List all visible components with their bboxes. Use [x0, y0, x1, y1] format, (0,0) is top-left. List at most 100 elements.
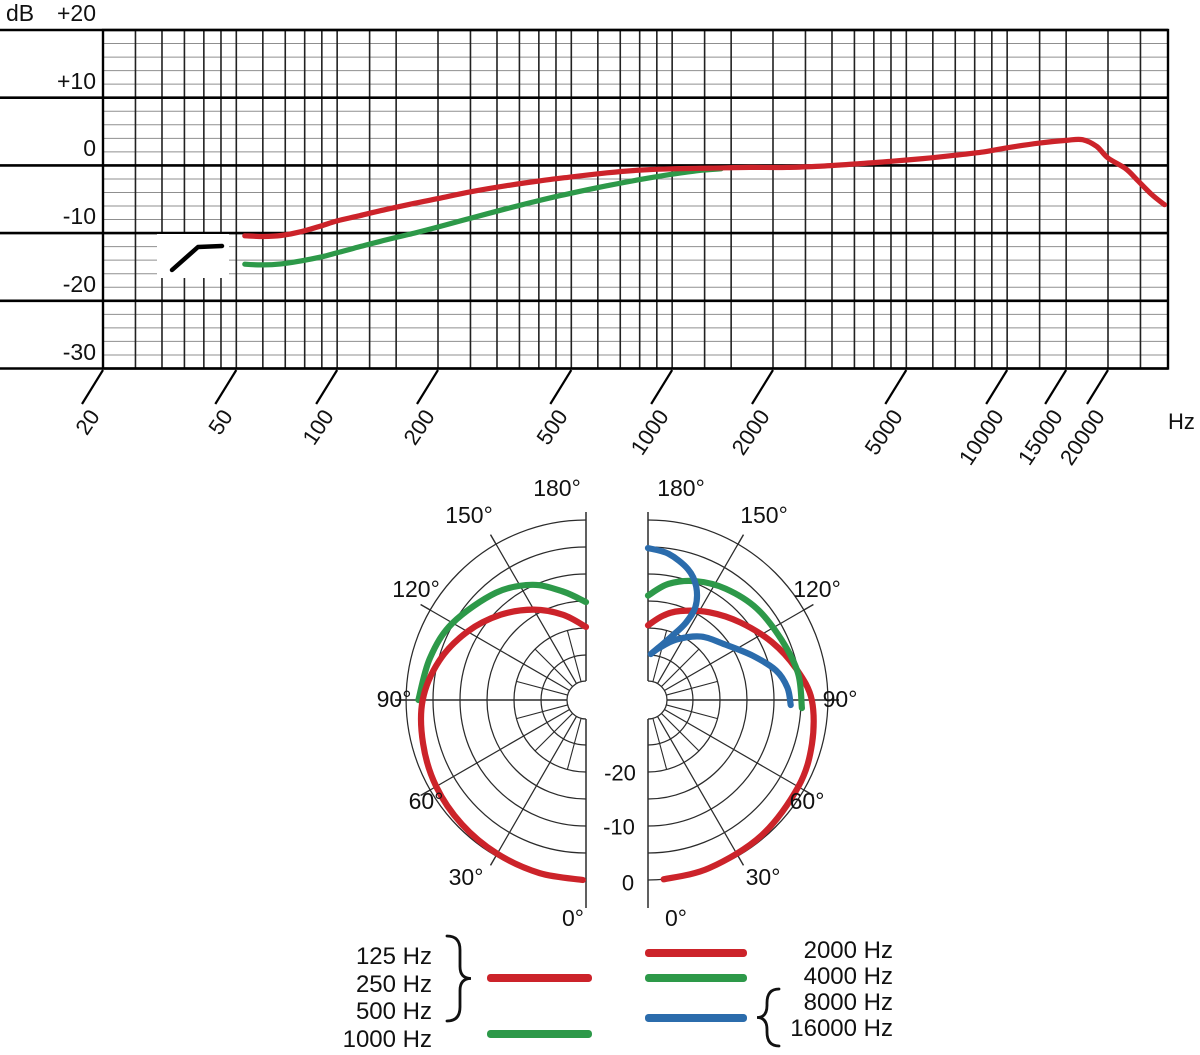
polar-radial	[495, 543, 578, 684]
polar-angle-tick	[737, 855, 745, 866]
legend-swatch-2000hz	[645, 949, 747, 957]
polar-radial	[495, 716, 578, 857]
polar-1000Hz-curve	[415, 581, 590, 704]
fr-plot-border	[101, 28, 1170, 370]
polar-angle-label-left: 180°	[533, 475, 581, 502]
fr-x-tick	[81, 369, 104, 405]
polar-radial-minor	[661, 648, 700, 687]
polar-angle-label-right: 30°	[745, 864, 781, 891]
fr-x-tick	[1086, 369, 1109, 405]
bass-cut-filter-icon	[157, 234, 229, 278]
polar-ring	[566, 680, 587, 720]
polar-radial-minor	[652, 718, 668, 770]
frequency-response-bass-cut-curve	[242, 166, 724, 268]
fr-x-tick	[416, 369, 439, 405]
polar-angle-tick	[420, 789, 431, 797]
fr-grid	[0, 28, 1170, 405]
legend-label-250hz: 250 Hz	[355, 971, 432, 998]
polar-4000Hz-curve	[644, 577, 805, 712]
polar-radial-minor	[666, 680, 718, 696]
polar-radial	[664, 708, 805, 791]
polar-radial-minor	[566, 718, 582, 770]
legend-swatch-4000hz	[645, 974, 747, 982]
polar-radial-minor	[566, 630, 582, 682]
y-tick-label: +10	[56, 68, 96, 94]
polar-angle-tick	[420, 603, 431, 611]
polar-angle-label-right: 180°	[657, 475, 705, 502]
legend-label-125hz: 125 Hz	[355, 943, 432, 970]
polar-angle-label-left: 120°	[392, 576, 440, 603]
polar-angle-label-left: 150°	[445, 502, 493, 529]
polar-radial-minor	[516, 680, 568, 696]
fr-x-tick	[985, 369, 1009, 405]
y-tick-label: +20	[56, 0, 96, 26]
y-axis-unit-label: dB	[6, 0, 35, 26]
polar-db-label: 0	[621, 870, 635, 896]
legend-label-1000hz: 1000 Hz	[342, 1026, 432, 1053]
legend-swatch-1000hz	[487, 1030, 592, 1038]
polar-db-label: -10	[603, 814, 635, 840]
legend-label-4000hz: 4000 Hz	[803, 963, 893, 990]
polar-curves-right	[644, 545, 817, 883]
y-tick-label: -20	[62, 271, 96, 297]
polar-angle-label-right: 0°	[665, 905, 687, 932]
polar-ring	[647, 680, 668, 720]
y-tick-label: -30	[62, 339, 96, 365]
polar-angle-tick	[489, 855, 497, 866]
fr-x-tick	[1044, 369, 1068, 405]
polar-angle-label-right: 90°	[822, 686, 858, 713]
polar-radial-minor	[516, 704, 568, 720]
bass-cut-icon-slope	[169, 243, 225, 273]
polar-angle-tick	[489, 534, 497, 545]
x-tick-label: 100	[297, 404, 339, 450]
legend-graphics	[445, 934, 781, 1048]
legend-label-2000hz: 2000 Hz	[803, 937, 893, 964]
x-axis-unit-label: Hz	[1168, 409, 1195, 434]
polar-db-label: -20	[604, 760, 636, 786]
legend-swatch-125-500hz	[487, 974, 592, 982]
fr-curves	[242, 136, 1168, 268]
legend-brace-low-group	[445, 934, 472, 1023]
polar-125-250-500Hz-curve	[417, 606, 590, 884]
fr-x-tick	[549, 369, 573, 405]
polar-angle-label-right: 150°	[740, 502, 788, 529]
polar-8000-16000Hz-curve	[644, 545, 794, 709]
polar-angle-label-right: 120°	[793, 576, 841, 603]
fr-x-tick	[214, 369, 238, 405]
polar-angle-label-left: 30°	[448, 864, 484, 891]
polar-radial	[656, 716, 739, 857]
x-tick-label: 50	[203, 404, 238, 440]
legend-swatch-8000-16000hz	[645, 1014, 747, 1022]
fr-x-tick	[884, 369, 908, 405]
fr-x-tick	[650, 369, 674, 405]
polar-angle-label-left: 60°	[408, 788, 444, 815]
y-tick-label: 0	[83, 135, 96, 161]
polar-radial-minor	[661, 713, 700, 752]
legend-brace-very-high-group	[756, 987, 781, 1048]
polar-angle-tick	[803, 603, 814, 611]
legend-label-16000hz: 16000 Hz	[790, 1015, 893, 1042]
fr-x-tick	[751, 369, 774, 405]
legend-label-8000hz: 8000 Hz	[803, 989, 893, 1016]
polar-angle-label-right: 60°	[789, 788, 825, 815]
polar-radial	[429, 708, 570, 791]
polar-radial-minor	[534, 648, 573, 687]
polar-angle-label-left: 90°	[376, 686, 412, 713]
legend-label-500hz: 500 Hz	[355, 998, 432, 1025]
fr-x-tick	[315, 369, 339, 405]
polar-curves-left	[415, 581, 590, 884]
polar-angle-label-left: 0°	[562, 905, 584, 932]
polar-radial-minor	[666, 704, 718, 720]
polar-angle-tick	[737, 534, 745, 545]
x-tick-label: 5000	[859, 404, 908, 460]
bass-cut-icon-background	[157, 234, 229, 278]
y-tick-label: -10	[62, 203, 96, 229]
polar-radial-minor	[534, 713, 573, 752]
x-tick-label: 20	[70, 404, 105, 440]
x-tick-label: 200	[398, 404, 440, 450]
polar-angle-tick	[803, 789, 814, 797]
x-tick-label: 2000	[726, 404, 775, 460]
